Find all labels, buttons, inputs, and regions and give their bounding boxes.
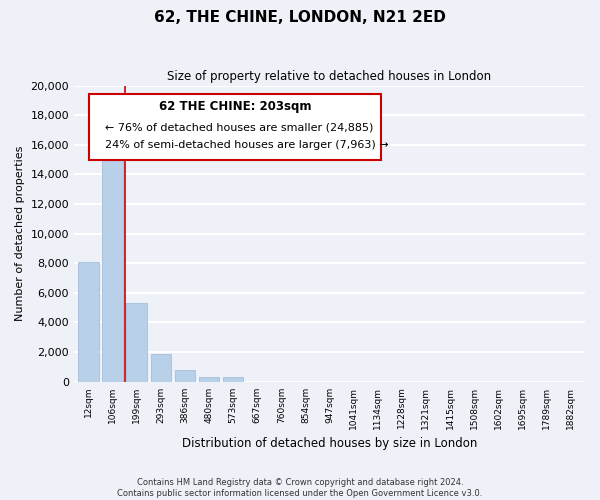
Text: ← 76% of detached houses are smaller (24,885): ← 76% of detached houses are smaller (24…	[104, 122, 373, 132]
Bar	[175, 370, 195, 382]
Text: 62, THE CHINE, LONDON, N21 2ED: 62, THE CHINE, LONDON, N21 2ED	[154, 10, 446, 25]
Bar	[223, 377, 244, 382]
Bar	[199, 377, 219, 382]
FancyBboxPatch shape	[89, 94, 380, 160]
Bar	[78, 262, 99, 382]
Text: 62 THE CHINE: 203sqm: 62 THE CHINE: 203sqm	[159, 100, 311, 112]
Bar	[127, 303, 147, 382]
X-axis label: Distribution of detached houses by size in London: Distribution of detached houses by size …	[182, 437, 477, 450]
Y-axis label: Number of detached properties: Number of detached properties	[15, 146, 25, 322]
Bar	[103, 138, 123, 382]
Text: 24% of semi-detached houses are larger (7,963) →: 24% of semi-detached houses are larger (…	[104, 140, 388, 150]
Text: Contains HM Land Registry data © Crown copyright and database right 2024.
Contai: Contains HM Land Registry data © Crown c…	[118, 478, 482, 498]
Bar	[151, 354, 171, 382]
Title: Size of property relative to detached houses in London: Size of property relative to detached ho…	[167, 70, 491, 83]
